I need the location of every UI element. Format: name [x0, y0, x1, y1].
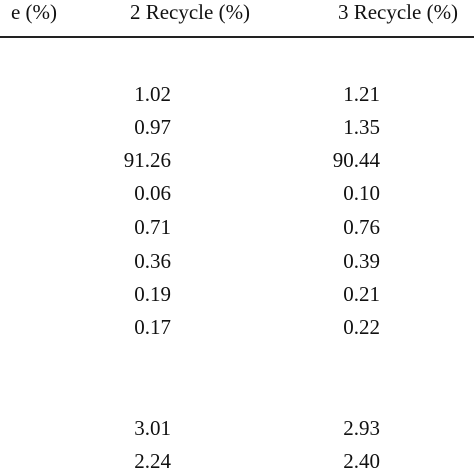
header-cell: e (%) — [10, 0, 57, 24]
table-cell: 2.93 — [343, 416, 380, 440]
table-cell: 0.39 — [343, 249, 380, 273]
table-cell: 1.02 — [134, 82, 171, 106]
table-cell: 0.17 — [134, 315, 171, 339]
table-cell: 3.01 — [134, 416, 171, 440]
table-cell: 0.97 — [134, 115, 171, 139]
header-cell: 3 Recycle (%) — [337, 0, 459, 24]
table-cell: 0.21 — [343, 282, 380, 306]
table-cell: 0.71 — [134, 215, 171, 239]
header-rule — [0, 36, 474, 38]
table-cell: 2.24 — [134, 449, 171, 473]
table-cell: 0.22 — [343, 315, 380, 339]
table-cell: 1.21 — [343, 82, 380, 106]
table-cell: 0.19 — [134, 282, 171, 306]
header-cell: 2 Recycle (%) — [129, 0, 251, 24]
table-cell: 2.40 — [343, 449, 380, 473]
table-cell: 0.06 — [134, 181, 171, 205]
table-cell: 90.44 — [332, 148, 380, 172]
table-cell: 91.26 — [123, 148, 171, 172]
table-cell: 0.36 — [134, 249, 171, 273]
table-cell: 0.76 — [343, 215, 380, 239]
table-cell: 0.10 — [343, 181, 380, 205]
table-cell: 1.35 — [343, 115, 380, 139]
